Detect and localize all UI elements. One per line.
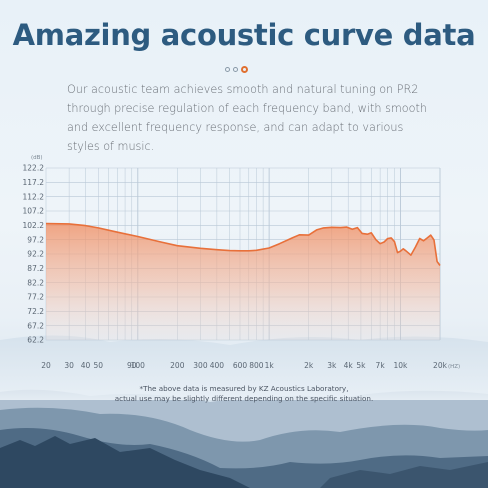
y-axis-unit-label: (dB) bbox=[31, 155, 43, 161]
y-tick-label: 112.2 bbox=[23, 192, 45, 201]
x-axis-unit-label: (HZ) bbox=[448, 364, 460, 370]
x-tick-label: 1k bbox=[265, 361, 275, 370]
x-tick-label: 90 bbox=[127, 361, 137, 370]
footnote-line-1: *The above data is measured by KZ Acoust… bbox=[139, 384, 349, 393]
x-tick-label: 200 bbox=[170, 361, 185, 370]
y-tick-label: 82.2 bbox=[27, 278, 44, 287]
y-axis-tick-labels: 122.2 117.2 112.2 107.2 102.2 97.2 92.2 87.2 82.… bbox=[23, 164, 45, 345]
carousel-indicator bbox=[225, 66, 248, 73]
carousel-dot[interactable] bbox=[225, 67, 230, 72]
x-tick-label: 5k bbox=[356, 361, 366, 370]
response-area bbox=[46, 223, 440, 340]
x-tick-label: 40 bbox=[81, 361, 91, 370]
footnote-line-2: actual use may be slightly different dep… bbox=[114, 394, 374, 403]
measurement-footnote: *The above data is measured by KZ Acoust… bbox=[0, 384, 488, 404]
y-tick-label: 77.2 bbox=[27, 293, 44, 302]
y-tick-label: 62.2 bbox=[27, 336, 44, 345]
y-tick-label: 117.2 bbox=[23, 178, 45, 187]
y-tick-label: 92.2 bbox=[27, 250, 44, 259]
x-tick-label: 2k bbox=[304, 361, 314, 370]
x-tick-label: 600 bbox=[233, 361, 248, 370]
y-tick-label: 67.2 bbox=[27, 321, 44, 330]
x-tick-label: 400 bbox=[210, 361, 225, 370]
x-tick-label: 300 bbox=[193, 361, 208, 370]
x-tick-label: 50 bbox=[93, 361, 103, 370]
carousel-dot-active[interactable] bbox=[241, 66, 248, 73]
y-tick-label: 122.2 bbox=[23, 164, 45, 173]
x-tick-label: 7k bbox=[376, 361, 386, 370]
carousel-dot[interactable] bbox=[233, 67, 238, 72]
x-tick-label: 800 bbox=[249, 361, 264, 370]
x-tick-label: 10k bbox=[394, 361, 409, 370]
y-tick-label: 102.2 bbox=[23, 221, 45, 230]
x-tick-label: 100 bbox=[131, 361, 146, 370]
page-title: Amazing acoustic curve data bbox=[12, 18, 476, 52]
description-text: Our acoustic team achieves smooth and na… bbox=[67, 83, 427, 153]
y-tick-label: 107.2 bbox=[23, 207, 45, 216]
x-tick-label: 4k bbox=[344, 361, 354, 370]
x-tick-label: 20 bbox=[41, 361, 51, 370]
x-tick-label: 30 bbox=[64, 361, 74, 370]
y-tick-label: 87.2 bbox=[27, 264, 44, 273]
y-tick-label: 97.2 bbox=[27, 235, 44, 244]
x-tick-label: 20k bbox=[433, 361, 448, 370]
y-tick-label: 72.2 bbox=[27, 307, 44, 316]
response-curve bbox=[45, 222, 441, 266]
x-tick-label: 3k bbox=[327, 361, 337, 370]
